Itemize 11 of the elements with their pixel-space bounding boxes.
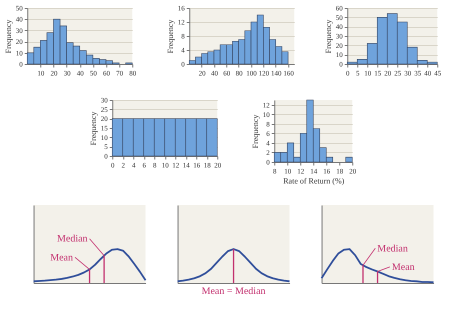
y-axis-title: Frequency [4,20,13,54]
y-axis-title: Frequency [250,114,260,148]
x-axis-title: Rate of Return (%) [283,176,345,186]
annotation: Mean [392,262,415,273]
annotation: Median [377,243,408,254]
text: Median [57,234,88,245]
text: Mean = Median [202,286,266,297]
y-axis-title: Frequency [88,112,98,146]
y-axis-title: Frequency [166,20,175,54]
y-axis-title: Frequency [324,20,333,54]
annotation: Mean [50,252,73,264]
